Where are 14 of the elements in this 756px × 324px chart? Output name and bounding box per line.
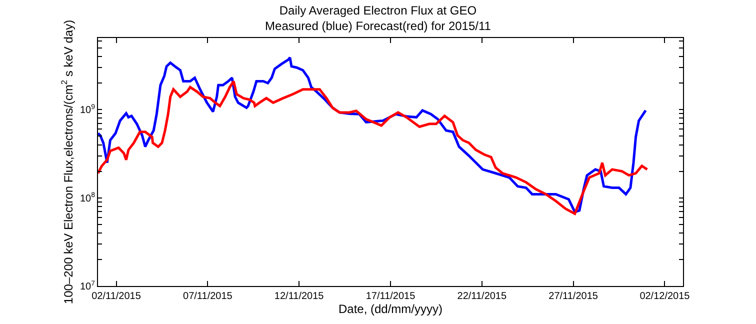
chart-subtitle: Measured (blue) Forecast(red) for 2015/11 bbox=[265, 19, 492, 34]
y-tick-label: 10$^{8}$ bbox=[80, 192, 96, 204]
x-tick-label: 22/11/2015 bbox=[457, 291, 507, 302]
y-tick-label: 10$^{7}$ bbox=[80, 280, 96, 292]
y-tick-label: 10$^{9}$ bbox=[80, 104, 96, 116]
x-tick-label: 12/11/2015 bbox=[274, 291, 324, 302]
x-tick-label: 27/11/2015 bbox=[548, 291, 598, 302]
x-tick-label: 02/11/2015 bbox=[92, 291, 142, 302]
line-series bbox=[98, 80, 648, 215]
chart-title: Daily Averaged Electron Flux at GEO bbox=[279, 4, 477, 18]
x-tick-label: 17/11/2015 bbox=[366, 291, 416, 302]
x-axis-title: Date, (dd/mm/yyyy) bbox=[338, 302, 443, 316]
x-tick-label: 02/12/2015 bbox=[640, 291, 690, 302]
x-tick-label: 07/11/2015 bbox=[183, 291, 233, 302]
